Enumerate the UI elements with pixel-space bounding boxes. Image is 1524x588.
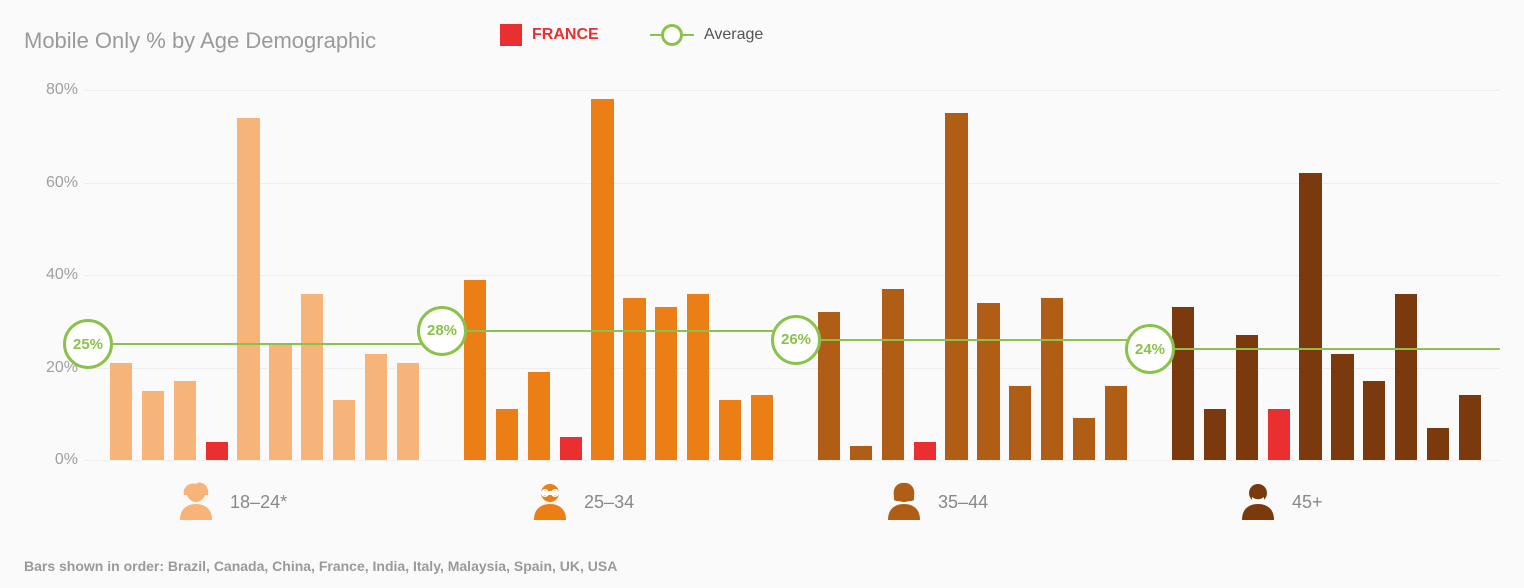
bar <box>237 118 259 460</box>
x-axis-group-label: 35–44 <box>884 480 988 525</box>
x-axis-group-label: 18–24* <box>176 480 287 525</box>
bar <box>1236 335 1258 460</box>
chart-title: Mobile Only % by Age Demographic <box>24 28 376 54</box>
bar <box>719 400 741 460</box>
average-badge: 25% <box>63 319 113 369</box>
bar-group: 28% <box>438 90 792 460</box>
bar <box>1009 386 1031 460</box>
bar-highlight <box>206 442 228 461</box>
bar <box>850 446 872 460</box>
bar <box>301 294 323 461</box>
bar <box>687 294 709 461</box>
average-badge: 24% <box>1125 324 1175 374</box>
y-tick-label: 80% <box>24 81 78 99</box>
gridline <box>84 460 1500 461</box>
bar <box>528 372 550 460</box>
legend-average: Average <box>650 24 763 46</box>
bar <box>333 400 355 460</box>
average-line <box>1146 348 1500 350</box>
avatar-icon <box>176 480 216 525</box>
bar-highlight <box>560 437 582 460</box>
avatar-icon <box>1238 480 1278 525</box>
bar <box>110 363 132 460</box>
bar <box>1427 428 1449 460</box>
x-axis-group-label: 45+ <box>1238 480 1323 525</box>
bar-group: 24% <box>1146 90 1500 460</box>
bar <box>1331 354 1353 460</box>
bar-group: 26% <box>792 90 1146 460</box>
bar <box>464 280 486 460</box>
bar <box>1041 298 1063 460</box>
chart-area: 0%20%40%60%80% 25%28%26%24% <box>24 90 1500 470</box>
bar <box>397 363 419 460</box>
avatar-icon <box>884 480 924 525</box>
legend-highlight-label: FRANCE <box>532 26 599 44</box>
bar <box>1299 173 1321 460</box>
bar-highlight <box>1268 409 1290 460</box>
x-axis-group-label: 25–34 <box>530 480 634 525</box>
bar <box>1363 381 1385 460</box>
average-line <box>438 330 792 332</box>
average-badge: 26% <box>771 315 821 365</box>
bar <box>977 303 999 460</box>
bar <box>1172 307 1194 460</box>
bar <box>751 395 773 460</box>
footer-note: Bars shown in order: Brazil, Canada, Chi… <box>24 558 617 574</box>
age-range-label: 35–44 <box>938 492 988 513</box>
age-range-label: 45+ <box>1292 492 1323 513</box>
bar <box>174 381 196 460</box>
y-axis: 0%20%40%60%80% <box>24 90 84 460</box>
avatar-icon <box>530 480 570 525</box>
bar-group: 25% <box>84 90 438 460</box>
age-range-label: 18–24* <box>230 492 287 513</box>
bar <box>882 289 904 460</box>
bar <box>945 113 967 460</box>
legend-average-label: Average <box>704 26 763 44</box>
bar <box>269 344 291 460</box>
age-range-label: 25–34 <box>584 492 634 513</box>
bar <box>818 312 840 460</box>
bar <box>365 354 387 460</box>
x-labis-labels: 18–24* 25–34 35–44 45+ <box>84 480 1500 540</box>
average-line <box>84 343 438 345</box>
y-tick-label: 60% <box>24 174 78 192</box>
average-line <box>792 339 1146 341</box>
bar <box>1073 418 1095 460</box>
bar-highlight <box>914 442 936 461</box>
y-tick-label: 40% <box>24 266 78 284</box>
bar <box>1204 409 1226 460</box>
bar <box>591 99 613 460</box>
plot-area: 25%28%26%24% <box>84 90 1500 460</box>
bar <box>496 409 518 460</box>
y-tick-label: 0% <box>24 451 78 469</box>
legend-average-marker <box>650 24 694 46</box>
average-badge: 28% <box>417 306 467 356</box>
legend-highlight-swatch <box>500 24 522 46</box>
bar <box>1105 386 1127 460</box>
bar <box>142 391 164 460</box>
bar <box>623 298 645 460</box>
bar <box>1395 294 1417 461</box>
legend-highlight: FRANCE <box>500 24 599 46</box>
bar <box>1459 395 1481 460</box>
